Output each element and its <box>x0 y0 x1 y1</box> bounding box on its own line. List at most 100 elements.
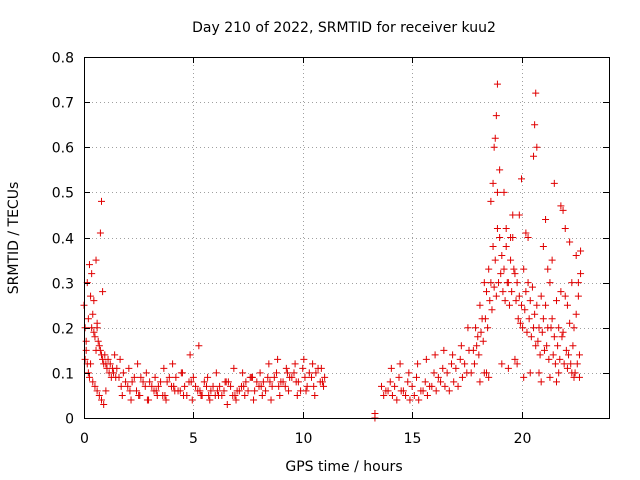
data-point <box>523 328 531 336</box>
data-point <box>126 387 134 395</box>
data-point <box>99 288 107 296</box>
data-point <box>111 351 119 359</box>
data-point <box>454 382 462 390</box>
data-point <box>537 378 545 386</box>
y-tick-label: 0.2 <box>52 322 74 338</box>
data-point <box>522 288 530 296</box>
data-point <box>415 396 423 404</box>
data-point <box>247 373 255 381</box>
data-point <box>473 342 481 350</box>
data-point <box>544 265 552 273</box>
data-point <box>311 391 319 399</box>
data-point <box>153 391 161 399</box>
y-tick-label: 0.5 <box>52 186 74 202</box>
data-point <box>502 243 510 251</box>
data-point <box>293 391 301 399</box>
x-tick-label: 20 <box>514 431 532 447</box>
data-point <box>251 387 259 395</box>
data-point <box>180 391 188 399</box>
data-point <box>505 301 513 309</box>
data-point <box>152 387 160 395</box>
data-point <box>485 265 493 273</box>
data-point <box>301 373 309 381</box>
data-point <box>527 333 535 341</box>
data-point <box>378 382 385 390</box>
data-point <box>115 373 123 381</box>
data-point <box>568 279 576 287</box>
data-point <box>387 364 395 372</box>
data-point <box>553 378 560 386</box>
data-point <box>266 378 274 386</box>
data-point <box>574 292 582 300</box>
data-point <box>558 333 566 341</box>
data-point <box>397 387 405 395</box>
data-point <box>443 369 451 377</box>
data-point <box>556 355 564 363</box>
chart-title: Day 210 of 2022, SRMTID for receiver kuu… <box>192 20 496 36</box>
tick-labels: 0 0.1 0.2 0.3 0.4 0.5 0.6 0.7 0.8 0 5 10 15 20 <box>52 51 532 448</box>
data-point <box>189 373 197 381</box>
data-point <box>530 324 538 332</box>
data-point <box>128 378 136 386</box>
data-point <box>493 188 501 196</box>
data-point <box>422 355 430 363</box>
data-point <box>240 382 248 390</box>
data-point <box>572 310 580 318</box>
data-point <box>469 346 477 354</box>
data-point <box>95 342 103 350</box>
data-point <box>302 387 310 395</box>
data-point <box>285 387 293 395</box>
data-point <box>503 279 511 287</box>
data-point <box>488 306 496 314</box>
data-point <box>510 265 518 273</box>
data-point <box>308 373 315 381</box>
data-point <box>244 387 252 395</box>
data-point <box>139 378 147 386</box>
data-point <box>479 337 487 345</box>
y-axis-title: SRMTID / TECUs <box>6 182 22 295</box>
data-point <box>181 382 189 390</box>
data-point <box>557 202 565 210</box>
data-point <box>172 373 180 381</box>
data-point <box>565 351 573 359</box>
data-point <box>490 143 498 151</box>
data-point <box>513 279 521 287</box>
data-point <box>235 387 243 395</box>
data-point <box>532 89 540 97</box>
data-point <box>94 337 102 345</box>
data-point <box>125 364 133 372</box>
data-point <box>165 373 173 381</box>
data-point <box>548 256 556 264</box>
data-point <box>432 387 440 395</box>
data-point <box>146 378 154 386</box>
data-point <box>141 382 149 390</box>
data-point <box>402 391 410 399</box>
data-point <box>511 355 519 363</box>
data-point <box>419 387 427 395</box>
data-point <box>405 369 413 377</box>
data-point <box>500 265 508 273</box>
data-point <box>98 396 105 404</box>
data-point <box>212 369 220 377</box>
data-point <box>531 310 539 318</box>
data-point <box>197 391 205 399</box>
data-point <box>89 378 97 386</box>
data-point <box>262 387 270 395</box>
data-point <box>434 373 442 381</box>
data-point <box>160 364 168 372</box>
data-point <box>537 292 545 300</box>
data-point <box>458 373 466 381</box>
data-point <box>145 396 153 404</box>
data-point <box>553 297 560 305</box>
data-point <box>169 360 177 368</box>
data-point <box>546 279 554 287</box>
data-point <box>231 391 239 399</box>
data-point <box>472 324 480 332</box>
data-point <box>549 351 557 359</box>
data-point <box>464 324 472 332</box>
x-tick-label: 15 <box>404 431 422 447</box>
data-point <box>577 247 585 255</box>
data-point <box>492 292 500 300</box>
data-point <box>421 378 429 386</box>
data-point <box>430 369 438 377</box>
